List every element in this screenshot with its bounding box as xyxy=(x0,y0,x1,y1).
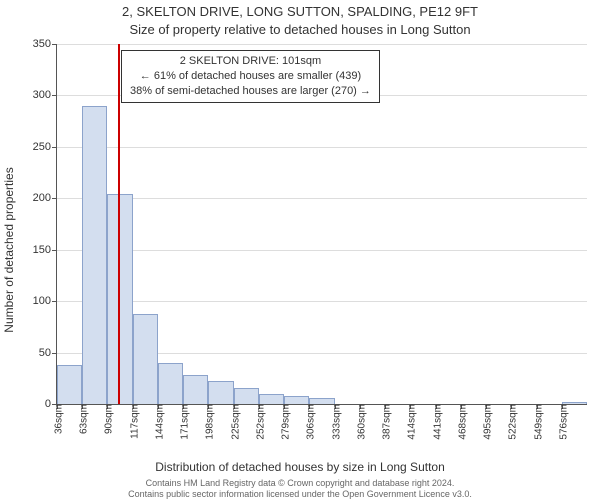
histogram-bar xyxy=(107,194,132,404)
histogram-bar xyxy=(259,394,284,404)
x-tick-label: 576sqm xyxy=(554,404,569,440)
x-tick-label: 63sqm xyxy=(75,404,90,434)
x-tick-label: 441sqm xyxy=(428,404,443,440)
annotation-line-1: 2 SKELTON DRIVE: 101sqm xyxy=(130,54,371,69)
histogram-bar xyxy=(158,363,183,404)
x-tick-label: 36sqm xyxy=(50,404,65,434)
x-tick-label: 306sqm xyxy=(302,404,317,440)
title-line-2: Size of property relative to detached ho… xyxy=(0,22,600,37)
x-tick-label: 495sqm xyxy=(479,404,494,440)
x-tick-label: 144sqm xyxy=(150,404,165,440)
x-tick-label: 279sqm xyxy=(277,404,292,440)
x-tick-label: 198sqm xyxy=(201,404,216,440)
x-tick-label: 414sqm xyxy=(403,404,418,440)
x-axis-label: Distribution of detached houses by size … xyxy=(0,460,600,474)
gridline xyxy=(57,44,587,45)
annotation-line-3: 38% of semi-detached houses are larger (… xyxy=(130,84,371,99)
y-tick-label: 150 xyxy=(33,244,57,256)
footer-line-1: Contains HM Land Registry data © Crown c… xyxy=(0,478,600,488)
plot-area: 2 SKELTON DRIVE: 101sqm ← 61% of detache… xyxy=(56,44,587,405)
gridline xyxy=(57,147,587,148)
title-line-1: 2, SKELTON DRIVE, LONG SUTTON, SPALDING,… xyxy=(0,4,600,19)
y-tick-label: 300 xyxy=(33,89,57,101)
marker-line xyxy=(118,44,120,404)
x-tick-label: 225sqm xyxy=(226,404,241,440)
gridline xyxy=(57,301,587,302)
histogram-bar xyxy=(208,381,233,404)
gridline xyxy=(57,198,587,199)
gridline xyxy=(57,250,587,251)
y-axis-label: Number of detached properties xyxy=(2,167,16,332)
y-tick-label: 50 xyxy=(39,347,57,359)
x-tick-label: 171sqm xyxy=(176,404,191,440)
footer-line-2: Contains public sector information licen… xyxy=(0,489,600,499)
histogram-bar xyxy=(57,365,82,404)
x-tick-label: 468sqm xyxy=(453,404,468,440)
chart-container: 2, SKELTON DRIVE, LONG SUTTON, SPALDING,… xyxy=(0,0,600,500)
x-tick-label: 252sqm xyxy=(251,404,266,440)
x-tick-label: 387sqm xyxy=(378,404,393,440)
x-tick-label: 333sqm xyxy=(327,404,342,440)
y-tick-label: 250 xyxy=(33,141,57,153)
annotation-line-2: ← 61% of detached houses are smaller (43… xyxy=(130,69,371,84)
histogram-bar xyxy=(234,388,259,404)
x-tick-label: 522sqm xyxy=(504,404,519,440)
annotation-box: 2 SKELTON DRIVE: 101sqm ← 61% of detache… xyxy=(121,50,380,103)
histogram-bar xyxy=(133,314,158,405)
histogram-bar xyxy=(183,375,208,404)
x-tick-label: 549sqm xyxy=(529,404,544,440)
histogram-bar xyxy=(284,396,309,404)
histogram-bar xyxy=(82,106,107,404)
y-tick-label: 350 xyxy=(33,38,57,50)
y-tick-label: 100 xyxy=(33,295,57,307)
x-tick-label: 360sqm xyxy=(352,404,367,440)
y-tick-label: 200 xyxy=(33,192,57,204)
x-tick-label: 90sqm xyxy=(100,404,115,434)
x-tick-label: 117sqm xyxy=(125,404,140,439)
